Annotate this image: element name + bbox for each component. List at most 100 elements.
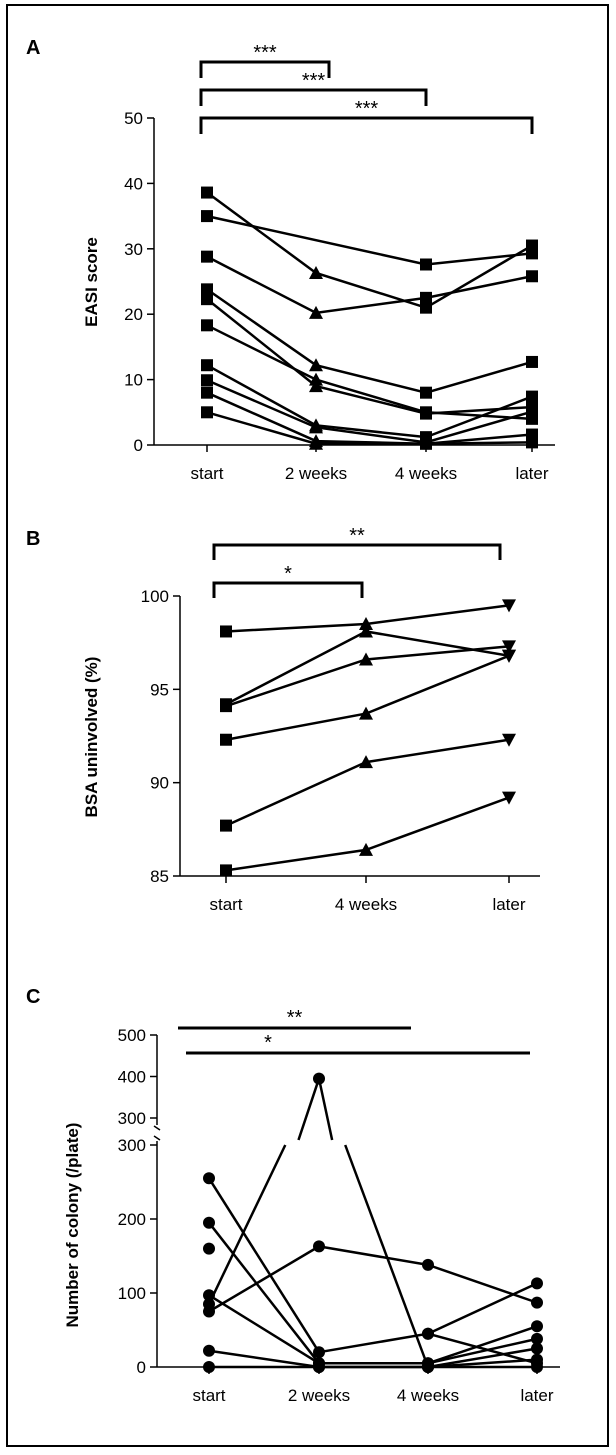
c-upper-ytick-label-1: 400 (118, 1068, 146, 1087)
c-series-1-segment-0 (208, 1221, 320, 1365)
a-series-3-line (206, 288, 533, 394)
c-lower-ytick-label-2: 200 (118, 1210, 146, 1229)
c-series-0-segment-0 (207, 1177, 321, 1353)
a-series-2-point-0 (201, 250, 213, 263)
c-xtick-label-1: 2 weeks (288, 1386, 350, 1405)
c-lower-ytick-label-1: 100 (118, 1284, 146, 1303)
a-series-4-point-0 (201, 293, 213, 306)
a-series-3-point-2 (420, 386, 432, 399)
c-lower-ytick-label-3: 300 (118, 1136, 146, 1155)
b-ytick-label-1: 90 (150, 774, 169, 793)
a-xtick-label-3: later (515, 464, 548, 483)
b-series-5-point-0 (220, 864, 232, 877)
b-series-0-point-0 (220, 625, 232, 638)
a-series-7-point-3 (526, 405, 538, 418)
c-significance-line-1-label: * (264, 1032, 272, 1054)
b-series-5-point-2 (502, 791, 516, 805)
c-series-2-point-0 (203, 1242, 215, 1255)
a-series-2-line (206, 255, 533, 315)
c-series-0-point-3 (531, 1277, 543, 1290)
a-series-5-point-1 (309, 372, 323, 386)
c-series-0-segment-1 (318, 1332, 429, 1354)
c-significance-line-0-label: ** (287, 1007, 303, 1029)
b-xtick-label-0: start (209, 895, 242, 914)
c-series-5-point-1 (313, 1240, 325, 1253)
b-ytick-label-2: 95 (150, 680, 169, 699)
a-ytick-label-3: 30 (124, 240, 143, 259)
c-series-0-segment-2 (427, 1282, 538, 1335)
c-series-6-point-0 (203, 1344, 215, 1357)
a-series-3-point-3 (526, 355, 538, 368)
a-series-0-line (206, 191, 533, 310)
c-series-4-segment-0-lower (207, 1144, 287, 1305)
panel-a-plot: 0 10 20 30 40 50 start 2 weeks 4 weeks later *** **… (124, 42, 555, 483)
a-ytick-label-4: 40 (124, 174, 143, 193)
a-series-9-point-1 (309, 436, 323, 450)
a-series-8-line (206, 391, 533, 445)
panel-label-a: A (26, 37, 40, 59)
a-series-0-point-2 (420, 301, 432, 314)
a-series-9-line (206, 411, 533, 445)
a-series-9-point-2 (420, 437, 432, 450)
c-series-3-point-0 (203, 1289, 215, 1302)
a-series-1-point-2 (420, 258, 432, 271)
a-series-6-point-3 (526, 390, 538, 403)
a-xtick-label-2: 4 weeks (395, 464, 457, 483)
a-series-2-point-2 (420, 291, 432, 304)
figure-frame (6, 4, 609, 1447)
a-series-0-point-1 (309, 265, 323, 279)
b-series-4-point-2 (502, 733, 516, 747)
b-series-1-point-1 (359, 624, 373, 638)
a-series-3-point-0 (201, 283, 213, 296)
b-series-2-point-1 (359, 652, 373, 666)
c-series-3-point-3 (531, 1332, 543, 1345)
c-xtick-label-0: start (192, 1386, 225, 1405)
a-series-6-point-0 (201, 359, 213, 372)
a-series-7-line (206, 379, 533, 444)
a-ytick-label-1: 10 (124, 371, 143, 390)
a-significance-bracket-0-label: *** (253, 42, 277, 64)
b-series-3-point-0 (220, 733, 232, 746)
c-series-0-point-1 (313, 1346, 325, 1359)
a-series-4-point-1 (309, 379, 323, 393)
a-series-7-point-0 (201, 374, 213, 387)
b-ytick-label-3: 100 (141, 587, 169, 606)
a-significance-bracket-1 (199, 88, 428, 106)
c-series-4-point-1 (313, 1072, 325, 1085)
a-ytick-label-5: 50 (124, 109, 143, 128)
a-series-2-point-3 (526, 270, 538, 283)
b-series-5-line (225, 796, 510, 872)
a-series-6-line (206, 364, 533, 439)
c-series-0-point-0 (203, 1172, 215, 1185)
b-series-3-point-2 (502, 649, 516, 663)
c-series-5-segment-1 (318, 1245, 429, 1267)
a-significance-bracket-0 (199, 60, 331, 78)
c-series-4-segment-2 (427, 1347, 538, 1369)
a-series-4-line (206, 298, 533, 415)
c-xtick-label-3: later (520, 1386, 553, 1405)
b-series-1-line (225, 630, 510, 706)
a-xtick-label-1: 2 weeks (285, 464, 347, 483)
a-series-1-point-0 (201, 210, 213, 223)
c-upper-ytick-label-2: 500 (118, 1026, 146, 1045)
c-axis-break-mark-top (153, 1125, 161, 1131)
c-series-1-point-0 (203, 1216, 215, 1229)
c-series-5-point-3 (531, 1296, 543, 1309)
a-ytick-label-2: 20 (124, 305, 143, 324)
b-series-0-point-1 (359, 617, 373, 630)
c-upper-ytick-label-0: 300 (118, 1109, 146, 1128)
a-significance-bracket-2-label: *** (355, 98, 379, 120)
panel-label-b: B (26, 528, 40, 550)
c-series-3-segment-0 (208, 1294, 320, 1365)
c-series-5-point-0 (203, 1305, 215, 1318)
b-series-3-line (225, 654, 510, 741)
c-series-5-segment-2 (427, 1263, 538, 1304)
c-series-1-segment-2 (427, 1325, 538, 1365)
b-series-4-point-0 (220, 819, 232, 832)
b-series-4-point-1 (359, 755, 373, 769)
c-series-7-point-1 (313, 1361, 325, 1373)
c-lower-ytick-label-0: 0 (137, 1358, 146, 1377)
a-series-1-line (206, 214, 533, 266)
